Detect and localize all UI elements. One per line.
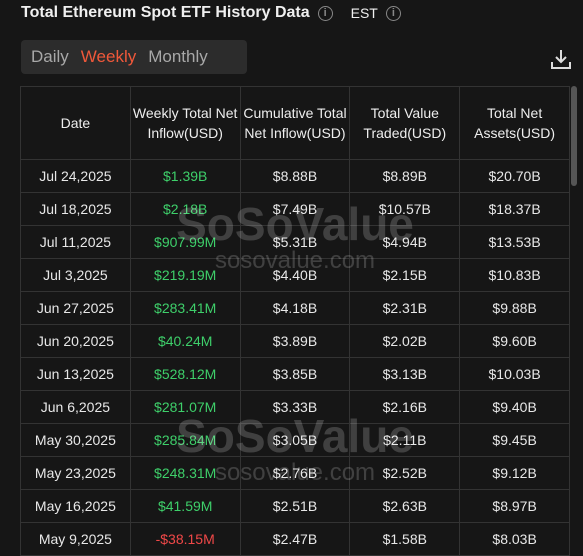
table-container: Date Weekly Total Net Inflow(USD) Cumulati… — [20, 86, 570, 556]
column-header: Total Value Traded(USD) — [349, 86, 461, 160]
table-cell: $1.58B — [349, 522, 461, 556]
column-header: Cumulative Total Net Inflow(USD) — [239, 86, 351, 160]
table-cell: $219.19M — [129, 258, 241, 292]
header-row: Date Weekly Total Net Inflow(USD) Cumulati… — [20, 86, 570, 160]
table-cell: $2.52B — [349, 456, 461, 490]
header: Total Ethereum Spot ETF History Data i E… — [21, 4, 401, 22]
table-cell: $5.31B — [239, 225, 351, 259]
table-body: Jul 24,2025 $1.39B $8.88B $8.89B $20.70B Jul … — [20, 159, 570, 556]
column-header: Date — [20, 86, 131, 160]
timezone[interactable]: EST — [350, 5, 378, 21]
table-cell: $283.41M — [129, 291, 241, 325]
table-row: Jun 13,2025 $528.12M $3.85B $3.13B $10.03B — [20, 357, 570, 391]
table-row: May 9,2025 -$38.15M $2.47B $1.58B $8.03B — [20, 522, 570, 556]
table-cell: $18.37B — [459, 192, 570, 226]
table-cell: $41.59M — [129, 489, 241, 523]
table-cell: $2.76B — [239, 456, 351, 490]
table-cell: $3.85B — [239, 357, 351, 391]
table-cell: Jun 13,2025 — [20, 357, 131, 391]
table-cell: $13.53B — [459, 225, 570, 259]
table-cell: $7.49B — [239, 192, 351, 226]
table-cell: $4.94B — [349, 225, 461, 259]
table-cell: $281.07M — [129, 390, 241, 424]
table-cell: $2.15B — [349, 258, 461, 292]
table-cell: $2.11B — [349, 423, 461, 457]
table-cell: Jul 3,2025 — [20, 258, 131, 292]
table-cell: $3.13B — [349, 357, 461, 391]
column-header: Total Net Assets(USD) — [459, 86, 570, 160]
table-cell: $907.99M — [129, 225, 241, 259]
table-row: Jun 20,2025 $40.24M $3.89B $2.02B $9.60B — [20, 324, 570, 358]
table-cell: $8.89B — [349, 159, 461, 193]
table-row: Jul 24,2025 $1.39B $8.88B $8.89B $20.70B — [20, 159, 570, 193]
info-icon[interactable]: i — [385, 5, 401, 21]
table-cell: May 9,2025 — [20, 522, 131, 556]
table-row: Jul 11,2025 $907.99M $5.31B $4.94B $13.53B — [20, 225, 570, 259]
table-cell: $9.45B — [459, 423, 570, 457]
tab[interactable]: Daily — [31, 47, 69, 66]
table-cell: May 30,2025 — [20, 423, 131, 457]
table-cell: $2.18B — [129, 192, 241, 226]
history-table: Date Weekly Total Net Inflow(USD) Cumulati… — [20, 86, 570, 556]
table-cell: $2.51B — [239, 489, 351, 523]
tab-bar: Daily Weekly Monthly — [21, 40, 247, 74]
page: Total Ethereum Spot ETF History Data i E… — [20, 4, 577, 556]
tab[interactable]: Weekly — [80, 47, 137, 66]
table-cell: $10.03B — [459, 357, 570, 391]
table-cell: $8.03B — [459, 522, 570, 556]
table-cell: $8.97B — [459, 489, 570, 523]
table-cell: $20.70B — [459, 159, 570, 193]
table-cell: $2.63B — [349, 489, 461, 523]
table-cell: $248.31M — [129, 456, 241, 490]
table-cell: $9.12B — [459, 456, 570, 490]
table-cell: Jun 27,2025 — [20, 291, 131, 325]
table-cell: $3.05B — [239, 423, 351, 457]
table-cell: $528.12M — [129, 357, 241, 391]
table-cell: $9.60B — [459, 324, 570, 358]
table-cell: May 23,2025 — [20, 456, 131, 490]
table-cell: $8.88B — [239, 159, 351, 193]
table-cell: $285.84M — [129, 423, 241, 457]
download-button[interactable] — [549, 47, 573, 71]
scrollbar[interactable] — [571, 86, 577, 186]
table-row: May 16,2025 $41.59M $2.51B $2.63B $8.97B — [20, 489, 570, 523]
table-cell: $4.18B — [239, 291, 351, 325]
table-cell: $9.88B — [459, 291, 570, 325]
table-cell: $1.39B — [129, 159, 241, 193]
title: Total Ethereum Spot ETF History Data — [21, 4, 310, 21]
table-row: May 30,2025 $285.84M $3.05B $2.11B $9.45B — [20, 423, 570, 457]
table-cell: $3.89B — [239, 324, 351, 358]
table-cell: $2.31B — [349, 291, 461, 325]
table-cell: $2.16B — [349, 390, 461, 424]
table-cell: $2.47B — [239, 522, 351, 556]
table-cell: $40.24M — [129, 324, 241, 358]
table-cell: $2.02B — [349, 324, 461, 358]
table-cell: $3.33B — [239, 390, 351, 424]
table-cell: Jun 20,2025 — [20, 324, 131, 358]
table-cell: $10.83B — [459, 258, 570, 292]
table-row: Jul 3,2025 $219.19M $4.40B $2.15B $10.83B — [20, 258, 570, 292]
table-row: May 23,2025 $248.31M $2.76B $2.52B $9.12B — [20, 456, 570, 490]
table-cell: Jul 24,2025 — [20, 159, 131, 193]
table-cell: -$38.15M — [129, 522, 241, 556]
table-row: Jul 18,2025 $2.18B $7.49B $10.57B $18.37B — [20, 192, 570, 226]
column-header: Weekly Total Net Inflow(USD) — [129, 86, 241, 160]
table-row: Jun 6,2025 $281.07M $3.33B $2.16B $9.40B — [20, 390, 570, 424]
table-cell: Jul 18,2025 — [20, 192, 131, 226]
tab[interactable]: Monthly — [148, 47, 208, 66]
table-cell: Jun 6,2025 — [20, 390, 131, 424]
table-cell: $10.57B — [349, 192, 461, 226]
info-icon[interactable]: i — [317, 5, 333, 21]
table-cell: Jul 11,2025 — [20, 225, 131, 259]
table-cell: $9.40B — [459, 390, 570, 424]
table-cell: $4.40B — [239, 258, 351, 292]
table-row: Jun 27,2025 $283.41M $4.18B $2.31B $9.88B — [20, 291, 570, 325]
table-cell: May 16,2025 — [20, 489, 131, 523]
